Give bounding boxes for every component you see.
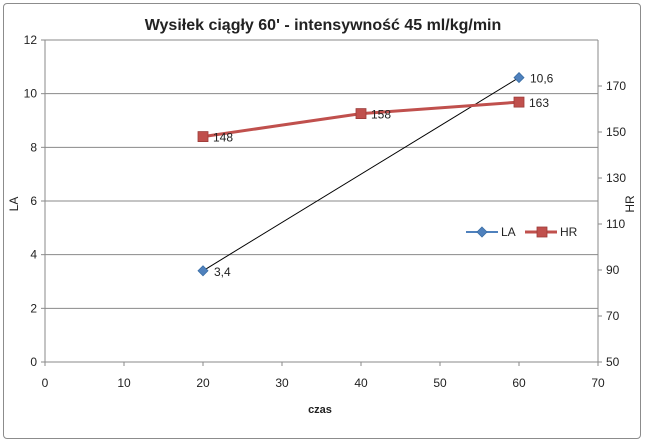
y-tick-label: 8	[30, 140, 37, 154]
y-tick-label: 10	[24, 87, 38, 101]
hr-data-label: 158	[371, 108, 391, 122]
y2-tick-label: 90	[606, 263, 620, 277]
la-data-label: 10,6	[530, 72, 554, 86]
hr-point	[355, 108, 367, 119]
x-tick-label: 30	[275, 376, 289, 390]
y-tick-label: 6	[30, 194, 37, 208]
y2-axis-tick-labels: 50 70 90 110 130 150 170	[606, 79, 626, 369]
legend-marker-hr	[536, 226, 548, 238]
x-tick-label: 60	[512, 376, 526, 390]
y2-tick-label: 110	[606, 217, 625, 231]
legend-marker-la	[476, 226, 488, 238]
la-point	[197, 265, 209, 277]
hr-data-label: 148	[213, 131, 233, 145]
axes	[41, 39, 602, 366]
hr-data-label: 163	[529, 96, 549, 110]
y2-tick-label: 70	[606, 309, 620, 323]
y-tick-label: 12	[24, 33, 38, 47]
y2-axis-label: HR	[623, 195, 637, 213]
gridlines	[45, 39, 598, 309]
y2-tick-label: 50	[606, 355, 620, 369]
hr-point	[513, 96, 525, 108]
x-axis-tick-labels: 0 10 20 30 40 50 60 70	[42, 376, 605, 390]
y2-tick-label: 170	[606, 79, 626, 93]
y-axis-label: LA	[7, 197, 21, 212]
y2-tick-label: 130	[606, 171, 626, 185]
series-layer: 148 158 163 3,4 10,6	[197, 72, 554, 279]
la-trendline	[202, 77, 520, 272]
hr-line	[202, 100, 520, 139]
y-tick-label: 0	[30, 355, 37, 369]
y-tick-label: 2	[30, 301, 37, 315]
y-axis-tick-labels: 0 2 4 6 8 10 12	[24, 33, 38, 369]
la-data-label: 3,4	[214, 265, 231, 279]
legend: LA HR	[466, 225, 578, 239]
la-point	[513, 72, 525, 84]
y-tick-label: 4	[30, 248, 37, 262]
x-tick-label: 50	[433, 376, 447, 390]
legend-label-la: LA	[501, 225, 516, 239]
legend-label-hr: HR	[560, 225, 578, 239]
chart-frame	[3, 3, 641, 439]
y2-tick-label: 150	[606, 125, 626, 139]
chart-title: Wysiłek ciągły 60' - intensywność 45 ml/…	[145, 17, 502, 34]
x-tick-label: 20	[196, 376, 210, 390]
x-tick-label: 70	[591, 376, 605, 390]
hr-point	[197, 131, 209, 143]
x-tick-label: 40	[354, 376, 368, 390]
x-axis-label: czas	[308, 404, 332, 416]
x-tick-label: 0	[42, 376, 49, 390]
x-tick-label: 10	[117, 376, 131, 390]
